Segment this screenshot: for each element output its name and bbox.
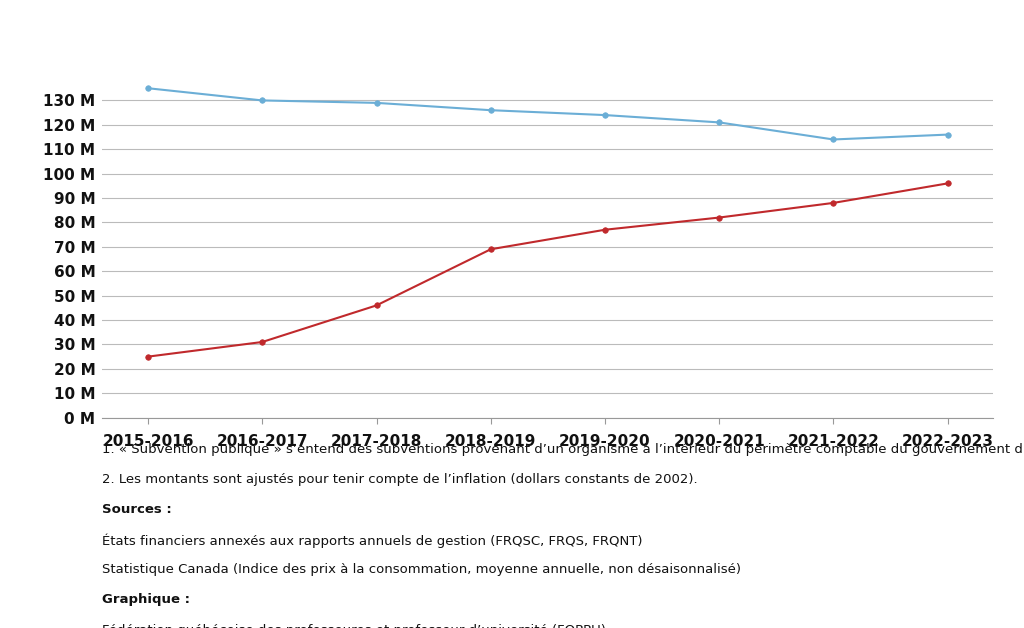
Text: Sources :: Sources : xyxy=(102,503,172,516)
Text: Graphique :: Graphique : xyxy=(102,593,190,607)
Text: Fédération québécoise des professeures et professeur d’université (FQPPU).: Fédération québécoise des professeures e… xyxy=(102,624,610,628)
Text: Statistique Canada (Indice des prix à la consommation, moyenne annuelle, non dés: Statistique Canada (Indice des prix à la… xyxy=(102,563,741,577)
Text: 1. « Subvention publique » s’entend des subventions provenant d’un organisme à l: 1. « Subvention publique » s’entend des … xyxy=(102,443,1024,456)
Text: 2. Les montants sont ajustés pour tenir compte de l’inflation (dollars constants: 2. Les montants sont ajustés pour tenir … xyxy=(102,473,698,486)
Text: États financiers annexés aux rapports annuels de gestion (FRQSC, FRQS, FRQNT): États financiers annexés aux rapports an… xyxy=(102,533,643,548)
